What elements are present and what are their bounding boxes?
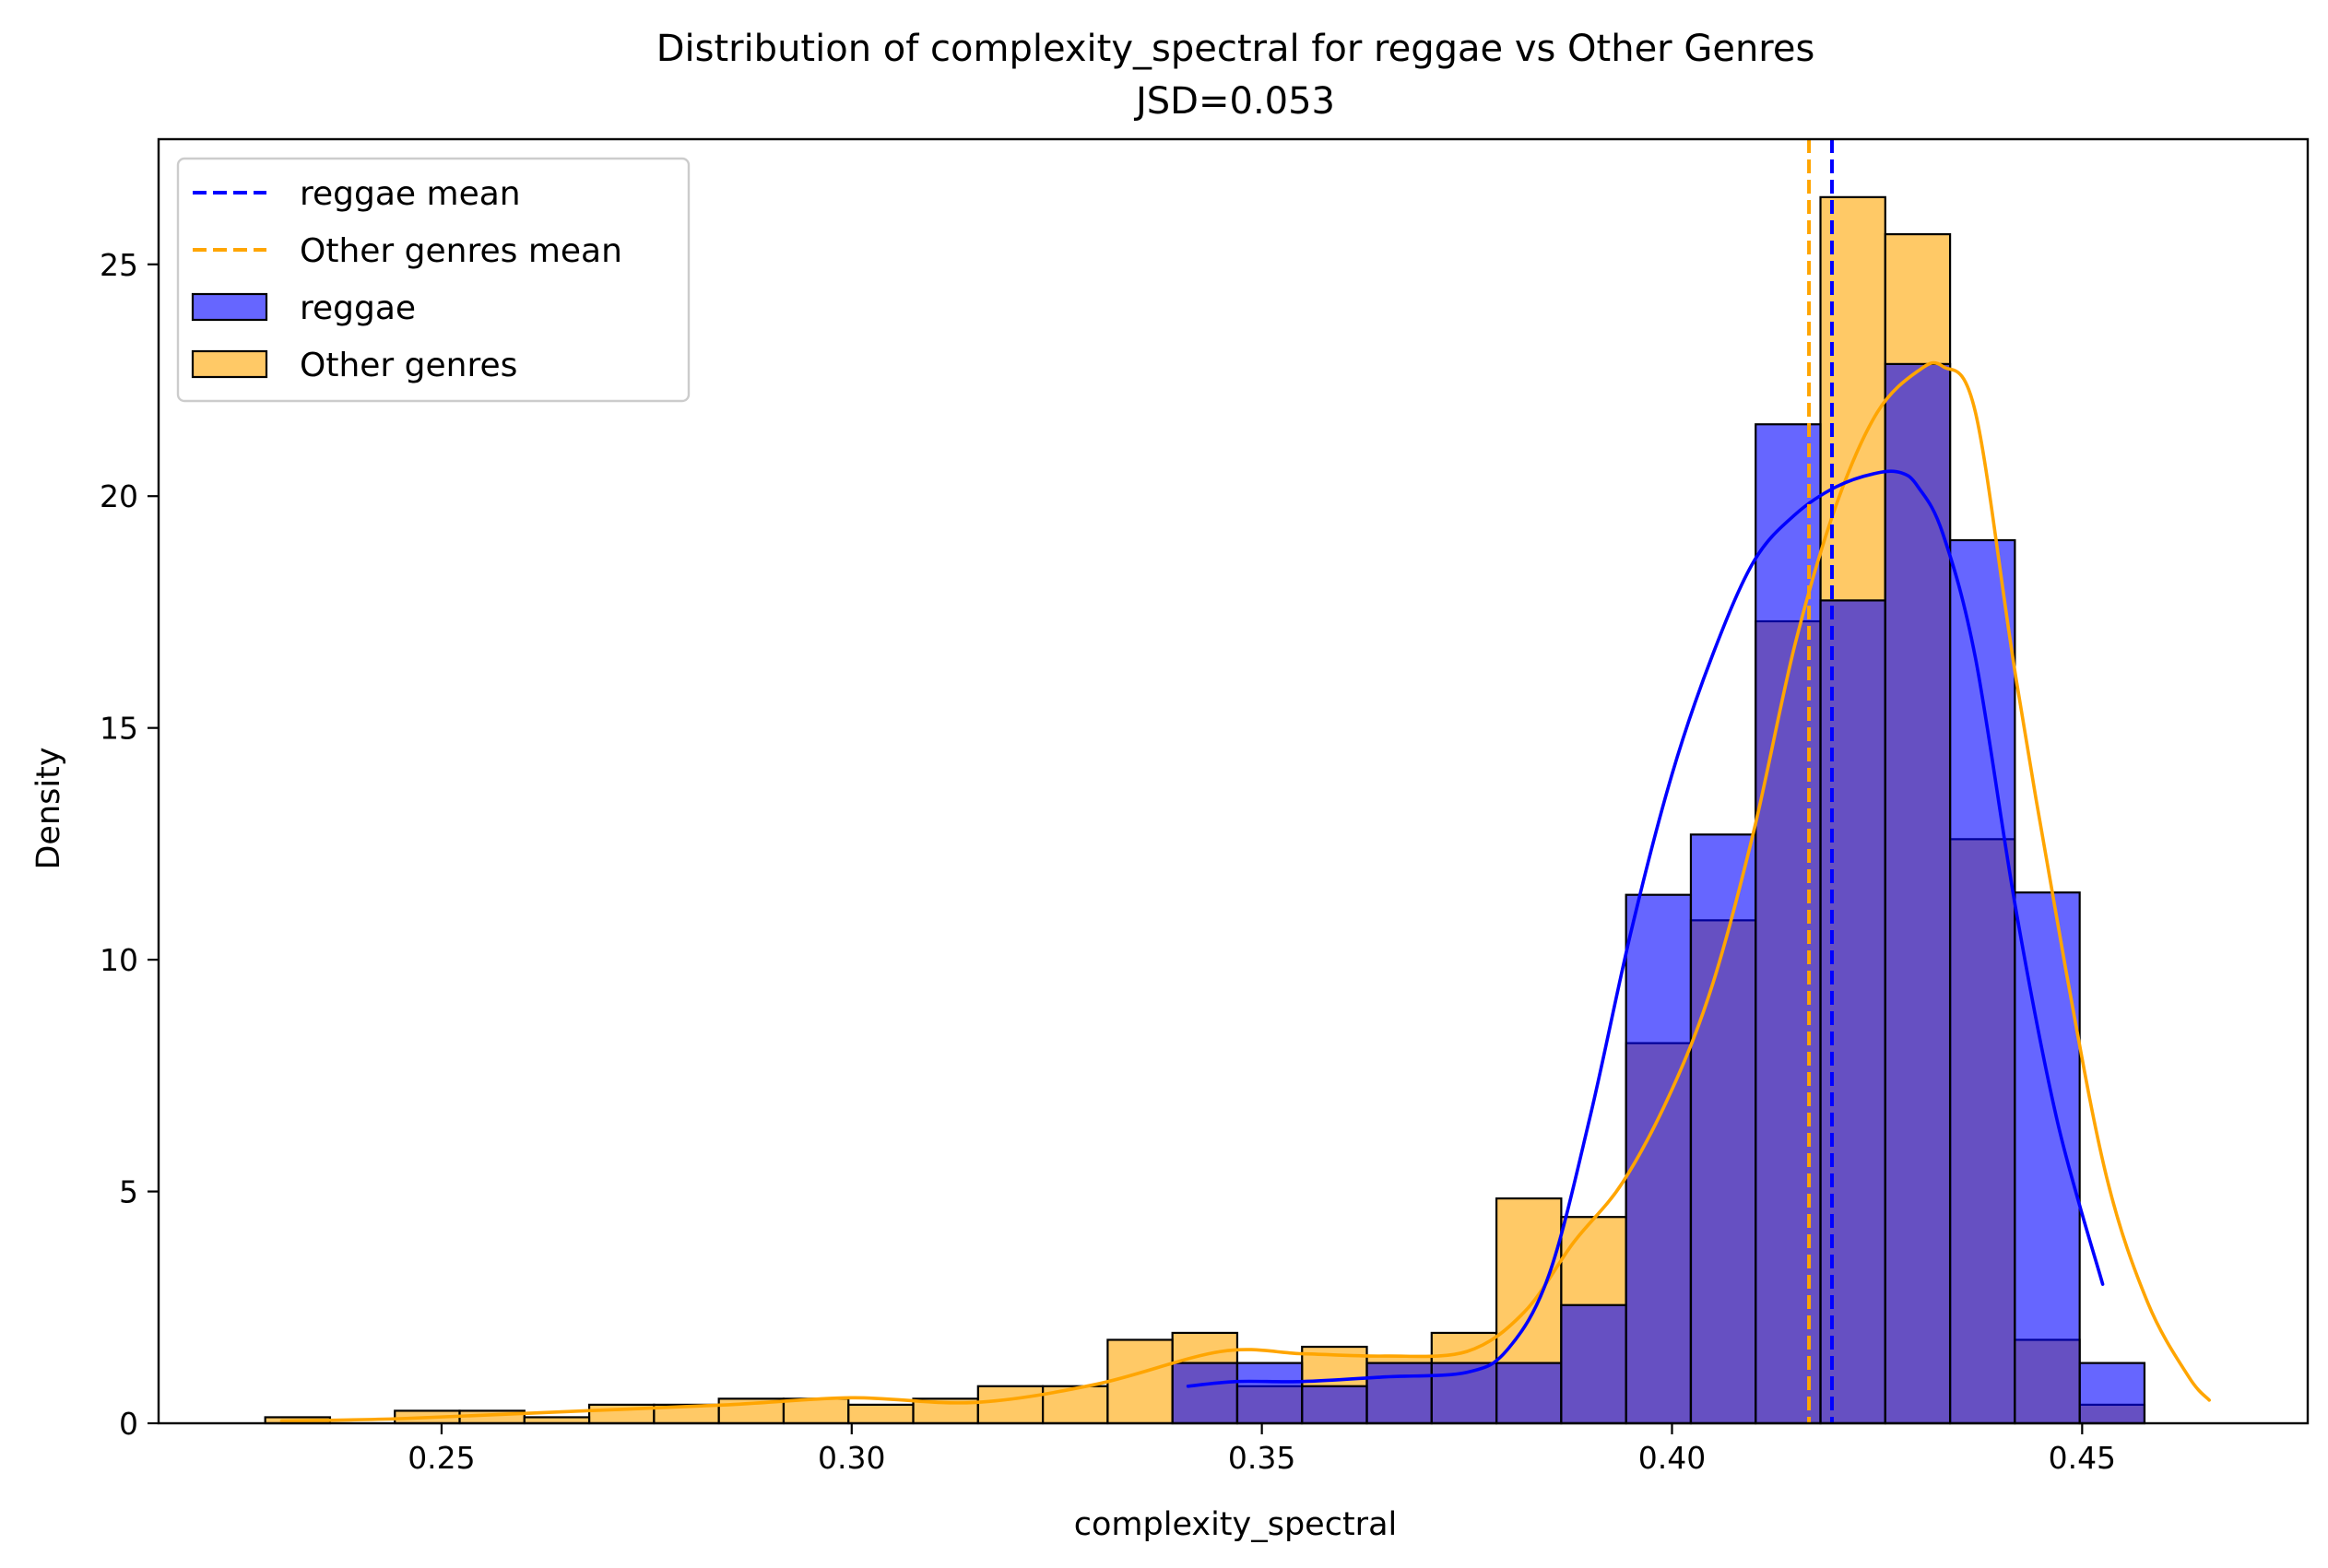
reggae-bar (1625, 893, 1693, 1425)
reggae-kde-line (1186, 469, 2105, 1388)
x-tick-label: 0.40 (1638, 1440, 1706, 1476)
legend: reggae mean Other genres mean reggae Other … (176, 157, 691, 403)
y-tick-label: 0 (119, 1406, 138, 1442)
chart-title: Distribution of complexity_spectral for … (656, 28, 1815, 70)
reggae-bar (2078, 1362, 2146, 1425)
reggae-bar (1235, 1362, 1304, 1425)
y-tick-label: 5 (119, 1174, 138, 1210)
legend-swatch (191, 292, 268, 322)
legend-label: Other genres (300, 347, 517, 384)
x-axis-label: complexity_spectral (1074, 1506, 1398, 1543)
reggae-bar (2014, 891, 2081, 1425)
chart-subtitle: JSD=0.053 (1133, 80, 1335, 123)
reggae-bar (1365, 1362, 1433, 1425)
reggae-bar (1301, 1385, 1368, 1425)
other-genres-bar (976, 1385, 1045, 1425)
x-tick-label: 0.30 (818, 1440, 885, 1476)
legend-label: reggae (300, 289, 416, 327)
mean-lines-layer (1807, 139, 1834, 1423)
legend-label: reggae mean (300, 175, 521, 213)
other-genres-bar (1041, 1385, 1109, 1425)
plot-frame (157, 137, 2310, 1425)
x-tick-label: 0.45 (2049, 1440, 2116, 1476)
reggae-bar (1689, 833, 1757, 1425)
y-tick-label: 10 (100, 942, 138, 978)
reggae-bar (1171, 1362, 1239, 1425)
other-genres-kde-line (279, 360, 2211, 1423)
legend-swatch (191, 349, 268, 379)
y-axis-ticks: 0 5 10 15 20 25 (100, 247, 159, 1442)
x-axis-ticks: 0.25 0.30 0.35 0.40 0.45 (408, 1423, 2116, 1476)
kde-layer (279, 360, 2211, 1423)
x-tick-label: 0.25 (408, 1440, 475, 1476)
y-tick-label: 25 (100, 247, 138, 283)
bars-layer (264, 195, 2146, 1425)
legend-label: Other genres mean (300, 232, 622, 270)
legend-box (176, 157, 691, 403)
other-genres-bar (847, 1403, 915, 1425)
x-tick-label: 0.35 (1228, 1440, 1295, 1476)
reggae-bar (1948, 538, 2016, 1425)
y-tick-label: 15 (100, 711, 138, 747)
y-axis-label: Density (30, 747, 67, 869)
reggae-bar (1495, 1362, 1563, 1425)
reggae-bar (1560, 1303, 1627, 1425)
y-tick-label: 20 (100, 478, 138, 514)
other-genres-bar (1106, 1338, 1174, 1425)
other-genres-bar (782, 1397, 850, 1425)
